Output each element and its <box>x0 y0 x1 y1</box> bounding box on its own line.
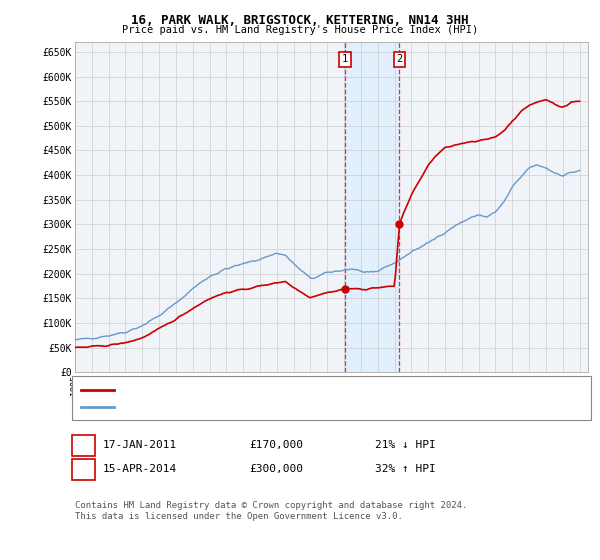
Text: £300,000: £300,000 <box>249 464 303 474</box>
Text: 2: 2 <box>80 464 87 474</box>
Text: Contains HM Land Registry data © Crown copyright and database right 2024.
This d: Contains HM Land Registry data © Crown c… <box>75 501 467 521</box>
Text: 2: 2 <box>397 54 403 64</box>
Text: 1: 1 <box>80 440 87 450</box>
Text: 15-APR-2014: 15-APR-2014 <box>103 464 177 474</box>
Text: 17-JAN-2011: 17-JAN-2011 <box>103 440 177 450</box>
Text: £170,000: £170,000 <box>249 440 303 450</box>
Text: Price paid vs. HM Land Registry's House Price Index (HPI): Price paid vs. HM Land Registry's House … <box>122 25 478 35</box>
Text: 21% ↓ HPI: 21% ↓ HPI <box>375 440 436 450</box>
Text: 16, PARK WALK, BRIGSTOCK, KETTERING, NN14 3HH (detached house): 16, PARK WALK, BRIGSTOCK, KETTERING, NN1… <box>121 385 485 395</box>
Bar <box>345 42 400 372</box>
Text: HPI: Average price, detached house, North Northamptonshire: HPI: Average price, detached house, Nort… <box>121 402 462 412</box>
Text: 32% ↑ HPI: 32% ↑ HPI <box>375 464 436 474</box>
Text: 16, PARK WALK, BRIGSTOCK, KETTERING, NN14 3HH: 16, PARK WALK, BRIGSTOCK, KETTERING, NN1… <box>131 14 469 27</box>
Text: 1: 1 <box>341 54 348 64</box>
